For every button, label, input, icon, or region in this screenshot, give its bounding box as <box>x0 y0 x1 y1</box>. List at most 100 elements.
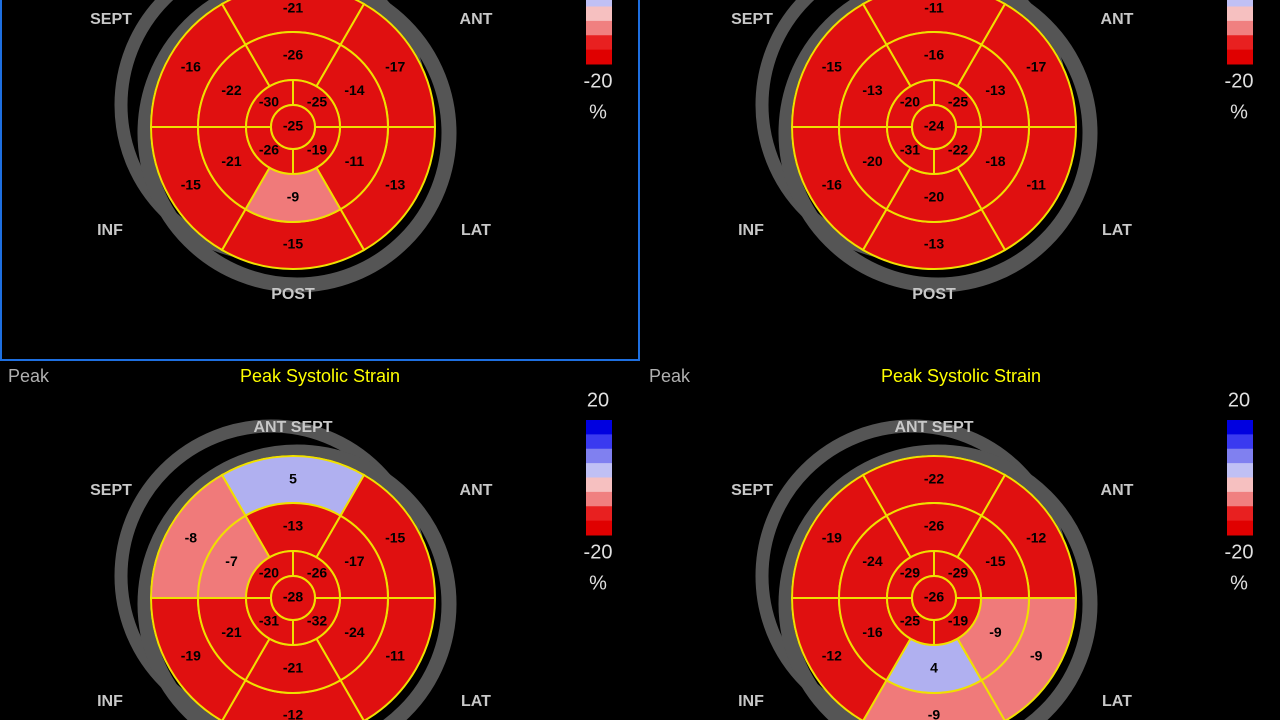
color-scale-step <box>1227 448 1253 464</box>
segment-value: -19 <box>822 530 842 546</box>
segment-value: -7 <box>225 553 238 569</box>
orientation-label: SEPT <box>90 482 132 499</box>
orientation-label: LAT <box>461 693 491 710</box>
segment-value: -17 <box>385 59 405 75</box>
segment-value: -13 <box>283 518 303 534</box>
segment-value: -29 <box>900 565 920 581</box>
color-scale-step <box>586 491 612 507</box>
segment-value: -13 <box>924 236 944 252</box>
scale-unit: % <box>589 572 607 594</box>
segment-value: -15 <box>283 236 303 252</box>
segment-value: -31 <box>900 142 920 158</box>
orientation-label: ANT SEPT <box>894 419 973 436</box>
segment-value: -21 <box>283 660 303 676</box>
segment-value: -26 <box>924 518 944 534</box>
segment-value: -19 <box>948 613 968 629</box>
color-scale-step <box>586 434 612 450</box>
segment-value: -30 <box>259 94 279 110</box>
color-scale-step <box>1227 20 1253 36</box>
color-scale-step <box>586 49 612 65</box>
color-scale-step <box>586 420 612 435</box>
segment-value: 4 <box>930 660 938 676</box>
segment-value: -15 <box>822 59 842 75</box>
segment-value: -15 <box>385 530 405 546</box>
color-scale-step <box>1227 420 1253 435</box>
color-scale-step <box>586 520 612 536</box>
color-scale-step <box>1227 35 1253 51</box>
color-scale-step <box>1227 491 1253 507</box>
strain-panel: -11-17-11-13-16-15-16-13-18-20-20-13-20-… <box>731 0 1253 303</box>
segment-value: -18 <box>985 153 1005 169</box>
segment-value: -14 <box>344 82 364 98</box>
segment-value: -32 <box>307 613 327 629</box>
color-scale-step <box>1227 520 1253 536</box>
segment-value: -20 <box>259 565 279 581</box>
heart-outline <box>137 444 457 720</box>
segment-value: -25 <box>900 613 920 629</box>
segment-value: -28 <box>283 589 303 605</box>
segment-value: -29 <box>948 565 968 581</box>
strain-segment <box>270 104 316 150</box>
segment-value: -9 <box>928 707 941 720</box>
segment-value: -16 <box>181 59 201 75</box>
segment-value: 5 <box>289 471 297 487</box>
strain-panel: Peak Peak Systolic Strain -22 -12 -9 -9 -12 -19… <box>649 366 1253 720</box>
color-scale-step <box>1227 6 1253 22</box>
scale-min: -20 <box>584 541 613 563</box>
color-scale-step <box>1227 49 1253 65</box>
heart-outline <box>778 444 1098 720</box>
segment-value: -16 <box>862 624 882 640</box>
segment-value: -15 <box>181 177 201 193</box>
segment-value: -12 <box>1026 530 1046 546</box>
segment-value: -20 <box>924 189 944 205</box>
scale-max: 20 <box>587 389 609 411</box>
color-scale-step <box>586 477 612 493</box>
orientation-label: SEPT <box>731 11 773 28</box>
segment-value: -19 <box>181 648 201 664</box>
orientation-label: POST <box>912 286 956 303</box>
scale-unit: % <box>1230 572 1248 594</box>
strain-segment <box>911 104 957 150</box>
color-scale-step <box>586 506 612 522</box>
color-scale-step <box>1227 506 1253 522</box>
strain-segment <box>270 575 316 621</box>
segment-value: -16 <box>822 177 842 193</box>
segment-value: -26 <box>259 142 279 158</box>
segment-value: -26 <box>924 589 944 605</box>
color-scale-step <box>1227 477 1253 493</box>
segment-value: -9 <box>1030 648 1043 664</box>
segment-value: -17 <box>1026 59 1046 75</box>
segment-value: -11 <box>1026 177 1046 193</box>
color-scale-step <box>1227 0 1253 7</box>
segment-value: -11 <box>385 648 405 664</box>
view-mode: Peak <box>649 366 691 386</box>
segment-value: -22 <box>924 471 944 487</box>
segment-value: -21 <box>283 0 303 16</box>
segment-value: -21 <box>221 153 241 169</box>
orientation-label: SEPT <box>90 11 132 28</box>
segment-value: -8 <box>185 530 198 546</box>
orientation-label: INF <box>97 222 123 239</box>
segment-value: -13 <box>862 82 882 98</box>
orientation-label: LAT <box>1102 693 1132 710</box>
segment-value: -13 <box>385 177 405 193</box>
segment-value: -20 <box>900 94 920 110</box>
scale-min: -20 <box>584 70 613 92</box>
segment-value: -15 <box>985 553 1005 569</box>
segment-value: -9 <box>989 624 1002 640</box>
orientation-label: SEPT <box>731 482 773 499</box>
orientation-label: ANT <box>460 11 493 28</box>
color-scale-step <box>586 6 612 22</box>
scale-unit: % <box>589 101 607 123</box>
heart-outline <box>778 0 1098 293</box>
color-scale-step <box>586 20 612 36</box>
segment-value: -25 <box>307 94 327 110</box>
orientation-label: ANT <box>460 482 493 499</box>
heart-outline <box>137 0 457 293</box>
orientation-label: INF <box>97 693 123 710</box>
segment-value: -25 <box>283 118 303 134</box>
segment-value: -20 <box>862 153 882 169</box>
scale-unit: % <box>1230 101 1248 123</box>
scale-max: 20 <box>1228 389 1250 411</box>
orientation-label: ANT <box>1101 482 1134 499</box>
